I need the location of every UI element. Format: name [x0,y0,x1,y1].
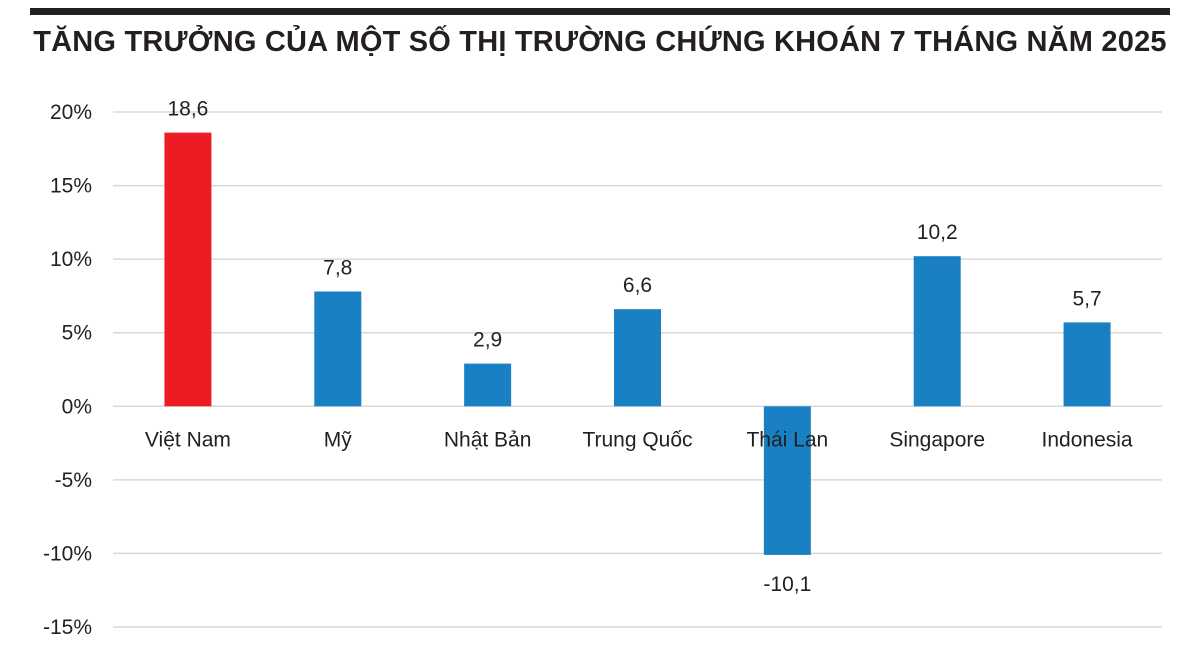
title-top-rule [30,8,1170,15]
y-tick-label: -5% [55,469,92,492]
bars [164,132,1111,555]
category-label: Việt Nam [145,428,231,451]
category-label: Mỹ [324,428,352,451]
bar-trung-quốc [614,309,661,407]
y-tick-label: 10% [50,248,92,271]
y-tick-label: 15% [50,175,92,198]
gridlines [113,111,1162,628]
category-label: Nhật Bản [444,428,532,451]
data-label: 10,2 [917,221,958,244]
bar-thái-lan [763,406,811,555]
y-tick-label: 20% [50,101,92,124]
data-label: -10,1 [763,573,811,596]
data-label: 5,7 [1072,287,1101,310]
bar-indonesia [1063,322,1111,407]
y-tick-label: 0% [62,395,92,418]
y-tick-label: 5% [62,322,92,345]
chart-title: TĂNG TRƯỞNG CỦA MỘT SỐ THỊ TRƯỜNG CHỨNG … [33,26,1167,58]
bar-nhật-bản [464,363,512,407]
category-label: Singapore [889,428,985,451]
labels: 20% 15% 10% 5% 0% -5% -10% -15% Việt Nam 18,6 Mỹ 7,… [43,98,1133,639]
category-label: Thái Lan [746,428,828,451]
bar-mỹ [314,291,362,407]
category-label: Trung Quốc [582,428,692,451]
data-label: 7,8 [323,257,352,280]
y-tick-label: -10% [43,542,92,565]
bar-việt-nam [164,132,212,407]
category-label: Indonesia [1042,428,1133,451]
bar-singapore [913,256,961,407]
data-label: 18,6 [167,98,208,121]
y-tick-label: -15% [43,616,92,639]
data-label: 6,6 [623,274,652,297]
data-label: 2,9 [473,329,502,352]
